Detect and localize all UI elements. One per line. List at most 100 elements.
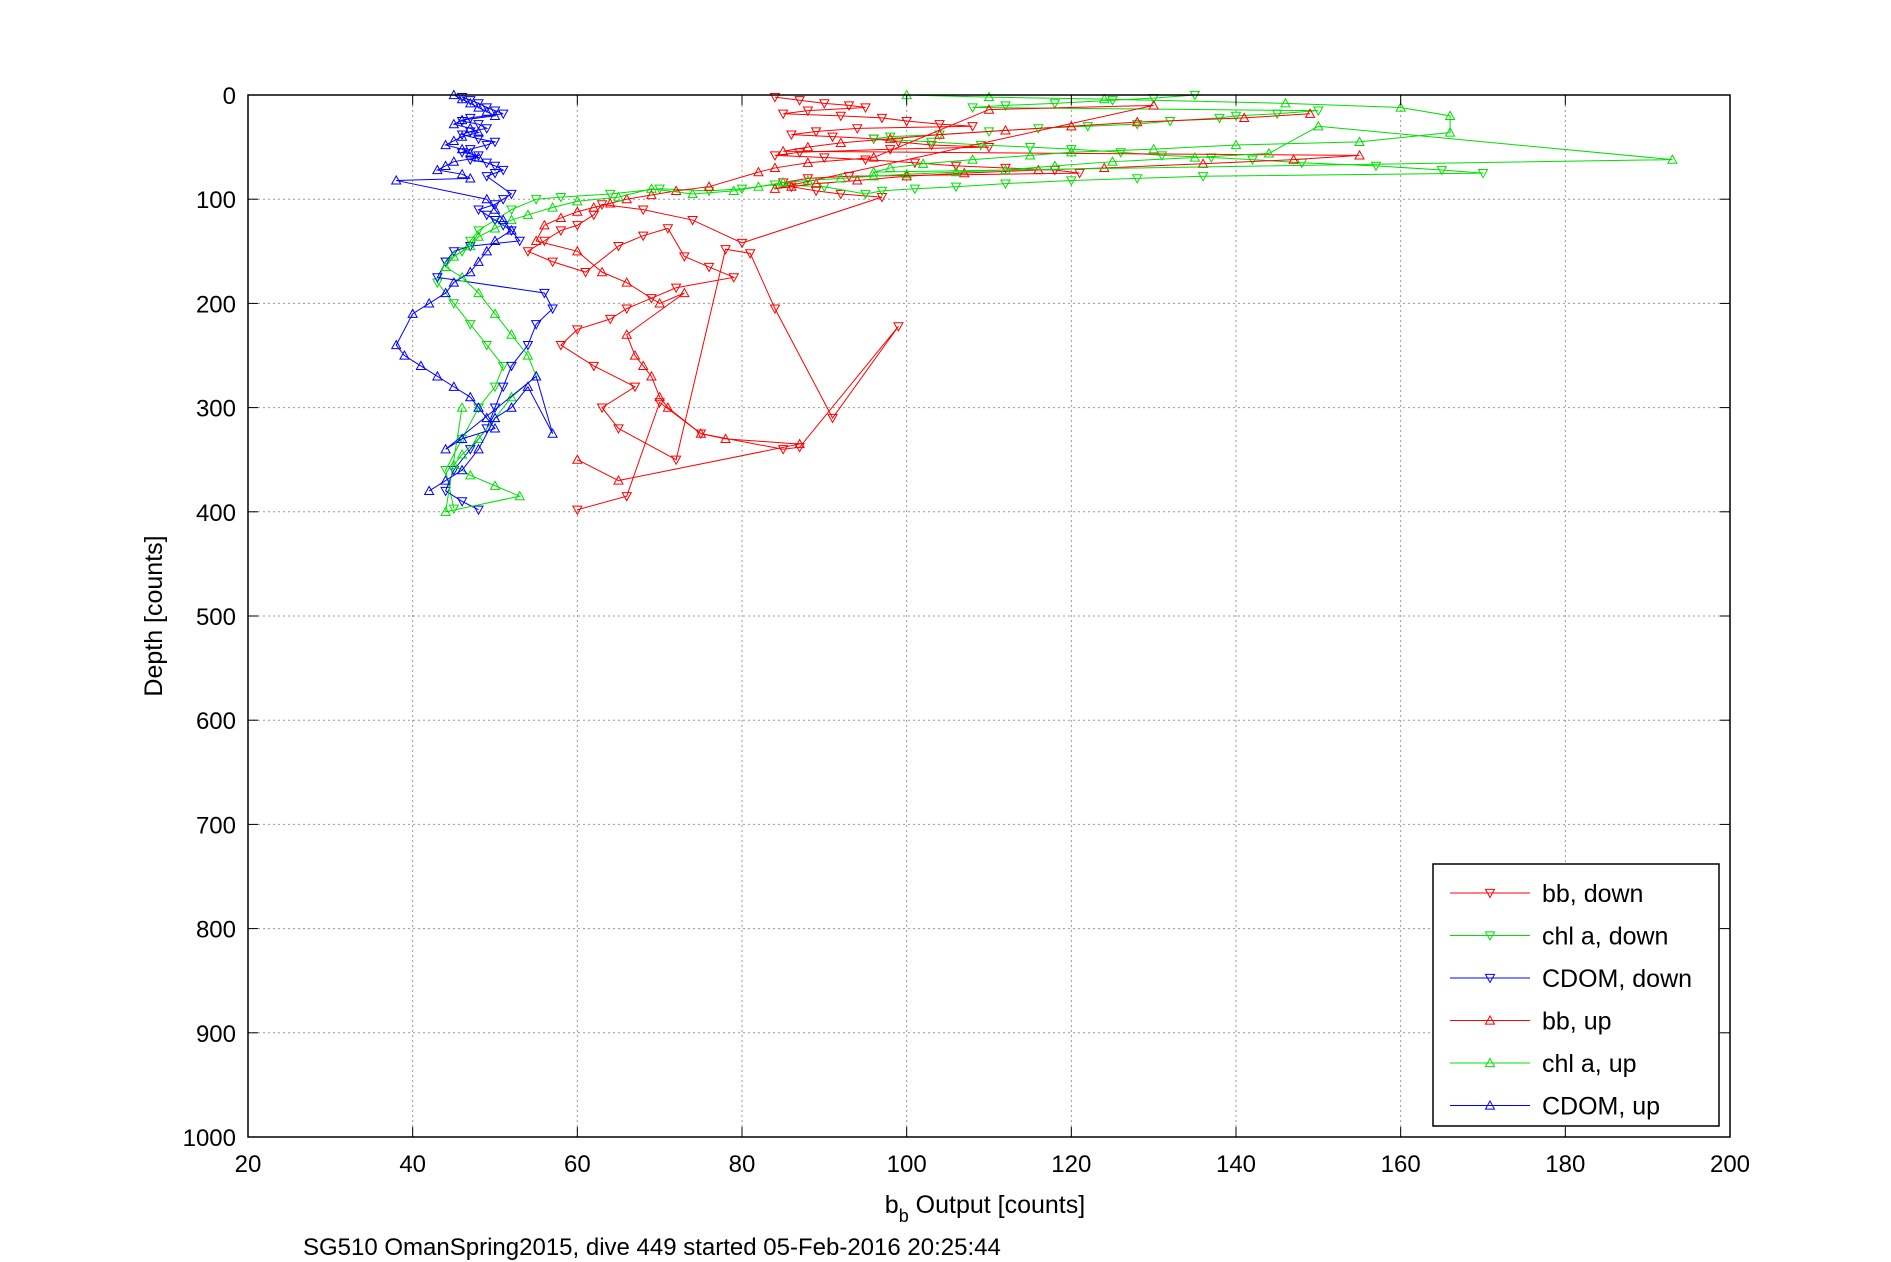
data-point	[440, 257, 451, 268]
data-point	[810, 178, 822, 188]
data-point	[1065, 176, 1077, 186]
data-point	[835, 189, 847, 200]
data-point	[489, 382, 501, 393]
data-point	[646, 189, 657, 200]
data-point	[1477, 169, 1489, 179]
data-point	[835, 111, 847, 122]
data-point	[522, 381, 534, 391]
data-point	[1156, 151, 1168, 161]
data-point	[629, 382, 641, 393]
data-point	[571, 195, 583, 206]
data-point	[604, 314, 616, 325]
data-point	[604, 189, 616, 200]
legend-item: bb, up	[1450, 1008, 1612, 1036]
data-point	[456, 433, 468, 443]
data-point	[497, 109, 509, 120]
data-point	[794, 438, 805, 449]
data-point	[876, 193, 888, 203]
data-point	[432, 164, 443, 175]
data-point	[901, 168, 913, 179]
data-point	[1024, 143, 1036, 153]
data-point	[473, 402, 484, 412]
data-point	[497, 382, 509, 393]
legend-item: CDOM, down	[1450, 965, 1692, 993]
y-tick-label: 200	[196, 291, 236, 318]
data-point	[777, 109, 789, 120]
data-point	[728, 185, 740, 195]
data-point	[876, 113, 888, 124]
data-point	[983, 143, 995, 153]
data-point	[547, 257, 558, 268]
data-point	[736, 238, 748, 249]
data-point	[720, 433, 731, 443]
x-axis-label-main: b	[885, 1191, 899, 1219]
data-point	[456, 168, 468, 179]
legend-item: CDOM, up	[1450, 1093, 1660, 1121]
data-point	[1107, 96, 1118, 106]
data-point	[547, 428, 558, 438]
data-point	[489, 412, 501, 423]
series-3	[530, 99, 1365, 485]
data-point	[621, 193, 633, 204]
data-point	[860, 189, 871, 200]
data-point	[473, 205, 484, 216]
data-point	[571, 325, 583, 335]
legend-label: CDOM, down	[1542, 965, 1692, 993]
data-point	[1074, 169, 1085, 179]
data-point	[464, 172, 476, 183]
data-point	[481, 140, 493, 151]
data-point	[555, 226, 567, 236]
data-point	[851, 124, 863, 134]
data-point	[571, 505, 583, 516]
data-point	[580, 268, 591, 278]
data-point	[1189, 151, 1201, 162]
legend-marker	[1484, 888, 1496, 899]
data-point	[407, 308, 419, 318]
data-point	[390, 339, 402, 350]
data-point	[687, 188, 698, 199]
data-point	[1098, 162, 1110, 173]
data-point	[547, 202, 558, 212]
data-point	[917, 158, 929, 168]
data-point	[456, 143, 468, 154]
data-point	[456, 114, 468, 125]
data-point	[786, 130, 797, 141]
data-point	[440, 160, 451, 170]
data-point	[506, 329, 517, 339]
data-point	[448, 247, 460, 257]
data-point	[1667, 154, 1678, 164]
data-point	[1354, 149, 1365, 160]
x-axis-label-subscript: b	[899, 1206, 909, 1226]
data-point	[530, 320, 542, 330]
data-point	[950, 166, 962, 177]
data-point	[670, 455, 682, 466]
data-point	[464, 147, 476, 158]
data-point	[464, 320, 476, 330]
data-point	[802, 106, 814, 117]
data-point	[473, 505, 484, 516]
y-tick-label: 400	[196, 500, 236, 527]
data-point	[464, 96, 476, 106]
data-point	[390, 174, 402, 185]
data-point	[571, 245, 583, 256]
data-point	[555, 212, 567, 223]
data-point	[613, 241, 624, 252]
data-point	[802, 157, 814, 167]
x-tick-label: 120	[1051, 1151, 1091, 1178]
data-point	[432, 278, 443, 289]
data-point	[843, 101, 855, 111]
data-point	[522, 209, 534, 219]
data-point	[539, 236, 550, 247]
data-point	[1000, 101, 1011, 111]
data-point	[473, 256, 484, 266]
data-point	[769, 180, 781, 191]
data-point	[555, 340, 567, 351]
data-point	[571, 454, 583, 464]
x-tick-label: 60	[564, 1151, 591, 1178]
data-point	[1065, 145, 1077, 155]
figure-caption: SG510 OmanSpring2015, dive 449 started 0…	[303, 1234, 1001, 1261]
data-point	[1148, 99, 1160, 110]
legend-marker	[1484, 931, 1496, 942]
data-point	[481, 193, 493, 204]
data-point	[646, 294, 657, 304]
